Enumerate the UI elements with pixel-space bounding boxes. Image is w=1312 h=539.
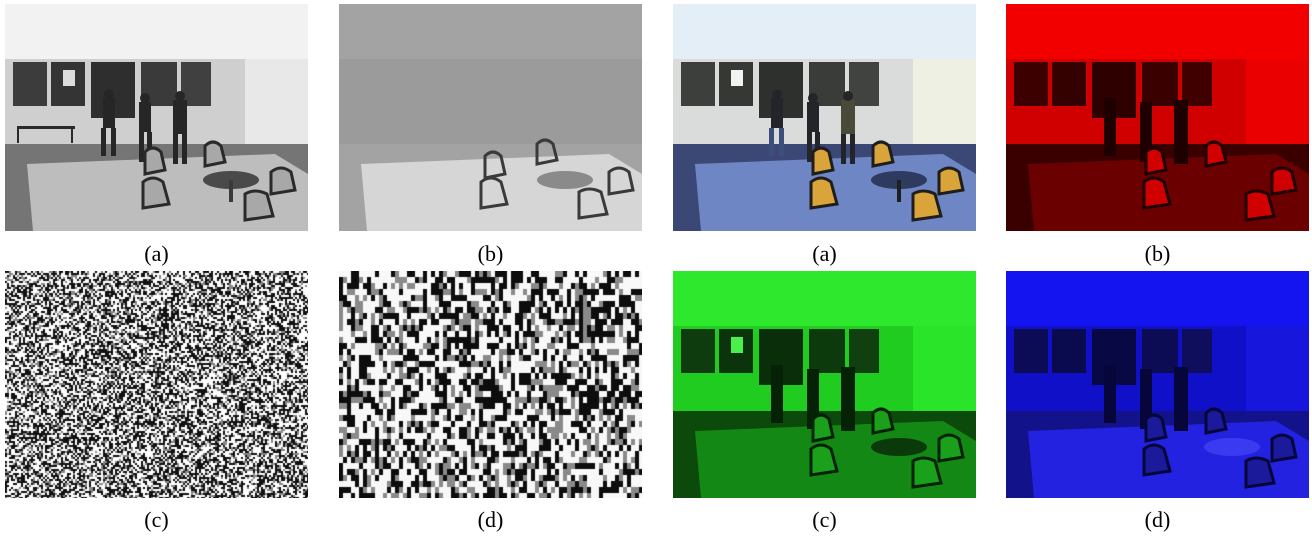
color-scene-image (673, 4, 976, 231)
block-noise-image (339, 271, 642, 498)
caption-right-d: (d) (1144, 507, 1171, 532)
blue-channel-scene-image (1006, 271, 1309, 498)
caption-right-b: (b) (1144, 241, 1171, 266)
noise-fine-canvas (5, 271, 308, 498)
caption-left-d: (d) (477, 507, 504, 532)
fine-noise-image (5, 271, 308, 498)
noise-block-canvas (339, 271, 642, 498)
caption-right-c: (c) (812, 507, 837, 532)
green-channel-scene-image (673, 271, 976, 498)
caption-left-b: (b) (477, 241, 504, 266)
red-channel-scene-image (1006, 4, 1309, 231)
faded-gray-scene-image (339, 4, 642, 231)
caption-left-c: (c) (144, 507, 169, 532)
caption-right-a: (a) (812, 241, 837, 266)
caption-left-a: (a) (144, 241, 169, 266)
grayscale-scene-image (5, 4, 308, 231)
